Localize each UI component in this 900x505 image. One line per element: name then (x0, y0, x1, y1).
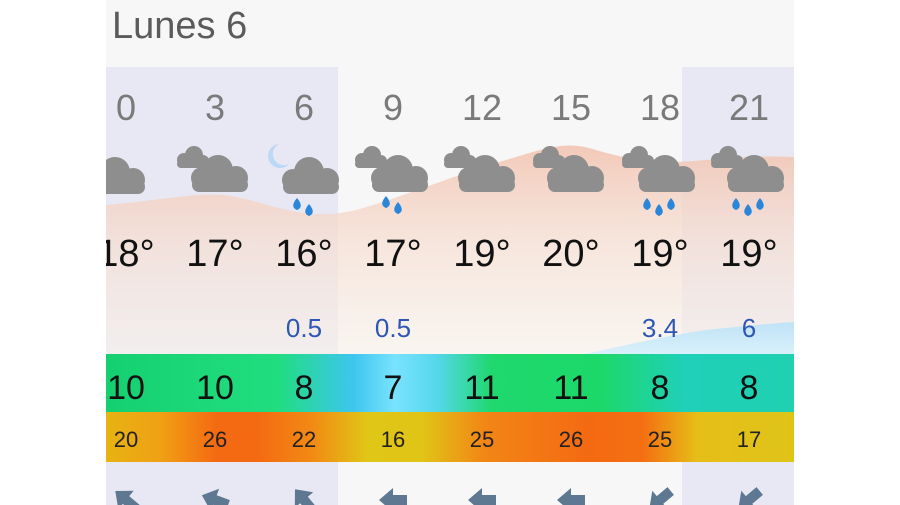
wind-speed-value: 7 (383, 369, 403, 407)
hour-label: 12 (461, 87, 503, 128)
wind-gust-value: 22 (291, 427, 317, 452)
day-title: Lunes 6 (112, 5, 248, 47)
wind-speed-value: 11 (464, 369, 500, 407)
wind-arrow-icon (615, 472, 705, 505)
hour-column[interactable]: 15 20° 11 26 (526, 0, 616, 505)
night-light-rain-icon (259, 142, 349, 222)
hour-label: 9 (382, 87, 404, 128)
hour-column[interactable]: 12 19° 11 25 (437, 0, 527, 505)
wind-gust-value: 26 (202, 427, 228, 452)
wind-speed-value: 11 (553, 369, 589, 407)
wind-arrow-icon (259, 472, 349, 505)
wind-gust-value: 20 (113, 427, 139, 452)
wind-speed-value: 10 (196, 369, 234, 407)
partly-cloudy-night-icon (106, 142, 171, 222)
hour-column[interactable]: 6 16° 0.5 8 22 (259, 0, 349, 505)
cloudy-icon (437, 142, 527, 222)
temperature-value: 19° (720, 233, 778, 275)
hour-label: 3 (204, 87, 226, 128)
temperature-value: 19° (631, 233, 689, 275)
rain-area (586, 322, 794, 354)
wind-gust-band (106, 412, 794, 462)
wind-speed-value: 8 (739, 369, 759, 407)
hour-label: 15 (550, 87, 592, 128)
hour-column[interactable]: 18 19° 3.4 8 25 (615, 0, 705, 505)
rain-amount: 0.5 (285, 313, 323, 343)
wind-arrow-icon (704, 472, 794, 505)
light-rain-icon (348, 142, 438, 222)
temperature-value: 17° (186, 233, 244, 275)
hour-label: 21 (728, 87, 770, 128)
wind-arrow-icon (170, 472, 260, 505)
wind-arrow-icon (106, 472, 171, 505)
wind-arrow-icon (437, 472, 527, 505)
temperature-value: 20° (542, 233, 600, 275)
hour-column[interactable]: 3 17° 10 26 (170, 0, 260, 505)
temperature-area (106, 145, 794, 354)
wind-gust-value: 26 (558, 427, 584, 452)
rain-icon (615, 142, 705, 222)
hour-column[interactable]: 21 19° 6 8 17 (704, 0, 794, 505)
wind-arrow-icon (526, 472, 616, 505)
wind-arrow-icon (348, 472, 438, 505)
wind-speed-band (106, 354, 794, 412)
hour-label: 18 (639, 87, 681, 128)
wind-speed-value: 8 (294, 369, 314, 407)
temperature-value: 16° (275, 233, 333, 275)
cloudy-icon (170, 142, 260, 222)
rain-amount: 3.4 (641, 313, 679, 343)
rain-amount: 0.5 (374, 313, 412, 343)
hour-label: 6 (293, 87, 315, 128)
forecast-panel[interactable]: Lunes 6 0 18° 10 20 3 17° 10 26 6 16° 0.5 8 22 9 17° 0.… (106, 0, 794, 505)
wind-gust-value: 25 (647, 427, 673, 452)
cloudy-icon (526, 142, 616, 222)
wind-gust-value: 17 (736, 427, 762, 452)
hour-column[interactable]: 9 17° 0.5 7 16 (348, 0, 438, 505)
hour-label: 0 (115, 87, 137, 128)
temperature-value: 17° (364, 233, 422, 275)
temperature-value: 19° (453, 233, 511, 275)
wind-speed-value: 8 (650, 369, 670, 407)
hour-column[interactable]: 0 18° 10 20 (106, 0, 171, 505)
wind-speed-value: 10 (107, 369, 145, 407)
rain-icon (704, 142, 794, 222)
wind-gust-value: 25 (469, 427, 495, 452)
rain-amount: 6 (741, 313, 757, 343)
temperature-value: 18° (106, 233, 155, 275)
forecast-background (106, 145, 794, 354)
wind-gust-value: 16 (380, 427, 406, 452)
